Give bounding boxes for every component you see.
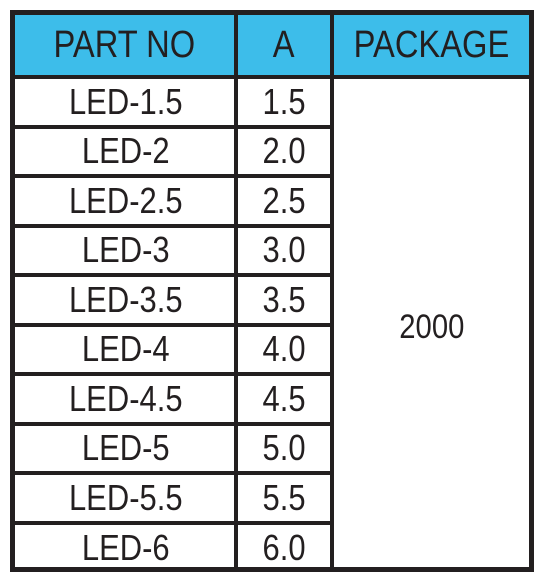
part-cell: LED-2.5 bbox=[15, 174, 238, 228]
amp-value: 3.0 bbox=[262, 229, 306, 271]
amp-cell: 6.0 bbox=[234, 520, 334, 572]
amp-cell: 5.5 bbox=[234, 471, 334, 525]
part-cell: LED-2 bbox=[15, 124, 238, 178]
part-number: LED-5.5 bbox=[69, 476, 184, 518]
part-cell: LED-1.5 bbox=[15, 75, 238, 129]
amp-value: 5.5 bbox=[262, 476, 306, 518]
amp-cell: 2.0 bbox=[234, 124, 334, 178]
amp-value: 5.0 bbox=[262, 427, 306, 469]
amp-cell: 2.5 bbox=[234, 174, 334, 228]
part-number: LED-1.5 bbox=[69, 80, 184, 122]
part-number: LED-2 bbox=[82, 130, 171, 172]
table-row: LED-6 6.0 bbox=[15, 520, 529, 572]
amp-value: 4.5 bbox=[262, 377, 306, 419]
part-number: LED-4.5 bbox=[69, 377, 184, 419]
part-number: LED-4 bbox=[82, 328, 171, 370]
part-cell: LED-6 bbox=[15, 520, 238, 572]
amp-cell: 4.0 bbox=[234, 322, 334, 376]
part-cell: LED-5 bbox=[15, 421, 238, 475]
table-row: LED-2.5 2.5 bbox=[15, 174, 529, 228]
table-row: LED-2 2.0 bbox=[15, 124, 529, 178]
table-row: LED-3 3.0 bbox=[15, 223, 529, 277]
part-cell: LED-5.5 bbox=[15, 471, 238, 525]
table-row: LED-4 4.0 bbox=[15, 322, 529, 376]
part-table-container: PART NO A PACKAGE LED-1.5 1.5 2000 LED-2… bbox=[10, 10, 534, 572]
amp-value: 6.0 bbox=[262, 527, 306, 569]
table-header-row: PART NO A PACKAGE bbox=[15, 15, 529, 79]
part-number: LED-3.5 bbox=[69, 278, 184, 320]
part-number: LED-5 bbox=[82, 427, 171, 469]
table-row: LED-1.5 1.5 2000 bbox=[15, 75, 529, 572]
part-cell: LED-4 bbox=[15, 322, 238, 376]
amp-cell: 3.5 bbox=[234, 273, 334, 327]
amp-value: 3.5 bbox=[262, 278, 306, 320]
part-number: LED-2.5 bbox=[69, 179, 184, 221]
table-row: LED-5.5 5.5 bbox=[15, 471, 529, 525]
part-number: LED-3 bbox=[82, 229, 171, 271]
amp-value: 4.0 bbox=[262, 328, 306, 370]
package-value: 2000 bbox=[398, 307, 465, 346]
header-amp-label: A bbox=[273, 23, 295, 66]
table-row: LED-5 5.0 bbox=[15, 421, 529, 475]
amp-cell: 3.0 bbox=[234, 223, 334, 277]
header-part-no-label: PART NO bbox=[53, 23, 196, 66]
amp-cell: 1.5 bbox=[234, 75, 334, 129]
amp-value: 2.0 bbox=[262, 130, 306, 172]
table-row: LED-4.5 4.5 bbox=[15, 372, 529, 426]
part-cell: LED-3 bbox=[15, 223, 238, 277]
part-cell: LED-4.5 bbox=[15, 372, 238, 426]
header-package-label: PACKAGE bbox=[353, 23, 510, 66]
header-package: PACKAGE bbox=[330, 15, 529, 79]
part-cell: LED-3.5 bbox=[15, 273, 238, 327]
package-cell: 2000 bbox=[330, 75, 529, 572]
amp-value: 2.5 bbox=[262, 179, 306, 221]
table-row: LED-3.5 3.5 bbox=[15, 273, 529, 327]
amp-cell: 5.0 bbox=[234, 421, 334, 475]
part-number: LED-6 bbox=[82, 527, 171, 569]
part-table: PART NO A PACKAGE LED-1.5 1.5 2000 LED-2… bbox=[15, 15, 529, 572]
header-part-no: PART NO bbox=[15, 15, 238, 79]
amp-cell: 4.5 bbox=[234, 372, 334, 426]
amp-value: 1.5 bbox=[262, 80, 306, 122]
header-amp: A bbox=[234, 15, 334, 79]
